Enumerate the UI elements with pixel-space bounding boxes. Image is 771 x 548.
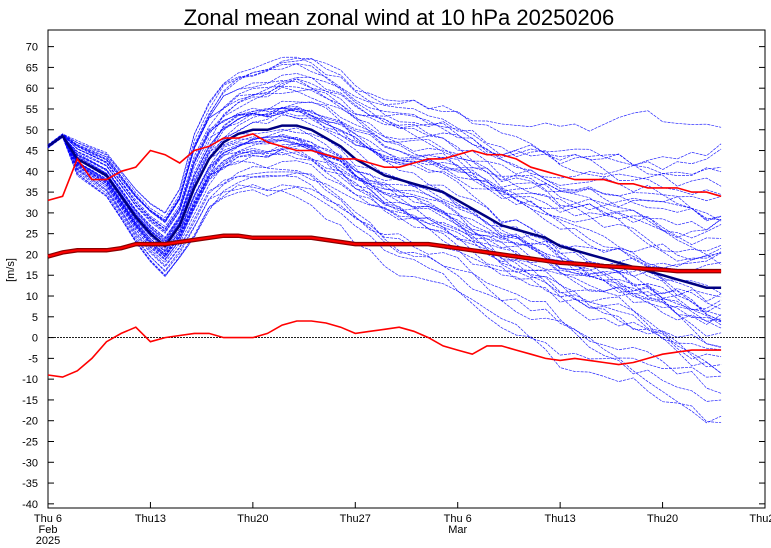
ensemble-member-line: [47, 136, 722, 378]
ensemble-member-line: [47, 78, 722, 224]
y-tick-label: -10: [22, 374, 38, 386]
y-tick-label: 35: [26, 187, 38, 199]
ensemble-member-line: [47, 106, 722, 329]
y-tick-label: 30: [26, 208, 38, 220]
x-tick-label: Thu13: [545, 513, 576, 525]
x-tick-label: Thu13: [135, 513, 166, 525]
x-tick-label: Thu27: [749, 513, 771, 525]
x-tick-label: Thu 6: [34, 513, 62, 525]
ensemble-member-line: [47, 136, 722, 322]
y-axis-label: [m/s]: [5, 258, 17, 282]
y-tick-label: 55: [26, 104, 38, 116]
y-tick-label: 65: [26, 62, 38, 74]
ensemble-member-line: [47, 135, 722, 360]
ensemble-member-line: [47, 78, 722, 246]
x-tick-label: Thu27: [340, 513, 371, 525]
ensemble-member-line: [47, 86, 722, 239]
climatology-lower-line: [47, 320, 722, 378]
x-tick-label: Feb: [39, 524, 58, 536]
y-tick-label: -40: [22, 499, 38, 511]
y-tick-label: 5: [32, 312, 38, 324]
y-tick-label: 45: [26, 146, 38, 158]
ensemble-member-line: [47, 57, 722, 223]
y-tick-label: 70: [26, 42, 38, 54]
y-tick-label: -15: [22, 395, 38, 407]
ensemble-member-line: [47, 135, 722, 402]
y-tick-label: -35: [22, 478, 38, 490]
ensemble-member-line: [47, 136, 722, 351]
y-axis: -40 -35 -30 -25 -20 -15 -10 -5 0 5 10 15 20 25 30 35 40 4…: [22, 42, 765, 511]
ensemble-member-line: [47, 136, 722, 424]
y-tick-label: 0: [32, 333, 38, 345]
ensemble-member-line: [47, 58, 722, 221]
ensemble-member-line: [47, 135, 722, 310]
ensemble-member-line: [47, 135, 722, 348]
x-tick-label: 2025: [36, 535, 60, 547]
y-tick-label: 50: [26, 125, 38, 137]
ensemble-member-line: [47, 100, 722, 267]
y-tick-label: 60: [26, 83, 38, 95]
ensemble-member-line: [47, 136, 722, 374]
ensemble-member-line: [47, 136, 722, 368]
x-tick-label: Thu20: [237, 513, 268, 525]
y-tick-label: -20: [22, 416, 38, 428]
ensemble-member-line: [47, 127, 722, 322]
ensemble-member-line: [47, 107, 722, 265]
summary-series: [47, 124, 722, 378]
ensemble-member-line: [47, 136, 722, 322]
y-tick-label: 25: [26, 229, 38, 241]
y-tick-label: 15: [26, 270, 38, 282]
climatology-mean-line: [47, 234, 722, 273]
x-tick-label: Mar: [448, 524, 467, 536]
climatology-upper-line: [47, 133, 722, 202]
x-tick-label: Thu 6: [444, 513, 472, 525]
y-tick-label: 10: [26, 291, 38, 303]
y-tick-label: -25: [22, 436, 38, 448]
ensemble-member-line: [47, 107, 722, 234]
ensemble-member-line: [47, 108, 722, 261]
y-tick-label: 40: [26, 166, 38, 178]
ensemble-member-line: [47, 56, 722, 214]
y-tick-label: -5: [28, 353, 38, 365]
y-tick-label: 20: [26, 249, 38, 261]
ensemble-member-line: [47, 136, 722, 323]
ensemble-member-line: [47, 73, 722, 222]
chart-title: Zonal mean zonal wind at 10 hPa 20250206: [184, 5, 615, 30]
plot-frame: [47, 29, 766, 509]
x-tick-label: Thu20: [647, 513, 678, 525]
ensemble-member-line: [47, 85, 722, 227]
ensemble-member-line: [47, 63, 722, 219]
y-tick-label: -30: [22, 457, 38, 469]
ensemble-member-line: [47, 77, 722, 223]
ensemble-member-line: [47, 135, 722, 374]
ensemble-member-line: [47, 63, 722, 213]
ensemble-member-line: [47, 136, 722, 394]
ensemble-member-line: [47, 109, 722, 302]
